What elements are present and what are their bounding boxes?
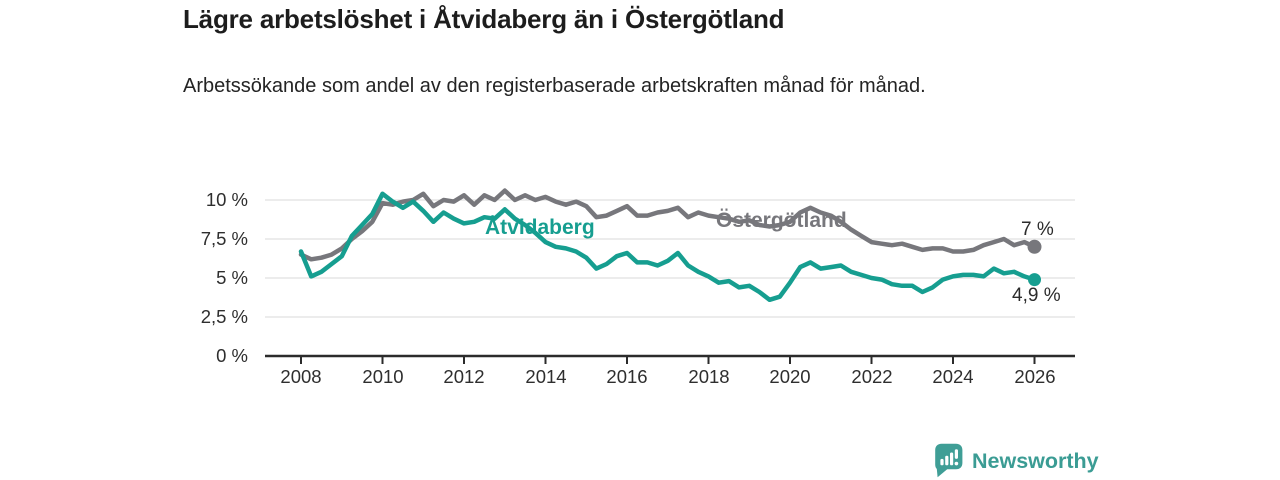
x-tick-label: 2014 bbox=[525, 366, 567, 387]
x-tick-label: 2012 bbox=[443, 366, 485, 387]
end-value-label-atvidaberg: 4,9 % bbox=[1012, 285, 1061, 306]
y-tick-label: 10 % bbox=[205, 189, 248, 210]
x-tick-label: 2020 bbox=[769, 366, 811, 387]
end-dot-ostergotland bbox=[1027, 239, 1042, 254]
x-tick-label: 2026 bbox=[1014, 366, 1056, 387]
end-value-label-ostergotland: 7 % bbox=[1021, 219, 1054, 240]
y-tick-label: 7,5 % bbox=[200, 228, 248, 249]
x-tick-label: 2016 bbox=[606, 366, 648, 387]
brand-name: Newsworthy bbox=[972, 448, 1099, 473]
y-tick-label: 2,5 % bbox=[200, 306, 248, 327]
end-dot-atvidaberg bbox=[1028, 273, 1041, 287]
line-ostergotland bbox=[298, 188, 1037, 262]
series-label-ostergotland: Östergötland bbox=[716, 209, 847, 232]
x-tick-label: 2018 bbox=[688, 366, 730, 387]
newsworthy-logo[interactable]: Newsworthy bbox=[932, 442, 1099, 479]
x-tick-label: 2024 bbox=[932, 366, 974, 387]
x-tick-label: 2008 bbox=[280, 366, 322, 387]
bar-chart-pin-icon bbox=[935, 443, 963, 478]
x-tick-label: 2022 bbox=[851, 366, 893, 387]
line-atvidaberg bbox=[298, 191, 1037, 303]
y-tick-label: 0 % bbox=[216, 345, 248, 366]
chart-title: Lägre arbetslöshet i Åtvidaberg än i Öst… bbox=[183, 4, 785, 34]
y-tick-label: 5 % bbox=[216, 267, 248, 288]
chart-subtitle: Arbetssökande som andel av den registerb… bbox=[183, 75, 926, 97]
series-label-atvidaberg: Åtvidaberg bbox=[485, 216, 595, 239]
x-axis-ticks bbox=[300, 356, 1036, 364]
x-tick-label: 2010 bbox=[362, 366, 404, 387]
